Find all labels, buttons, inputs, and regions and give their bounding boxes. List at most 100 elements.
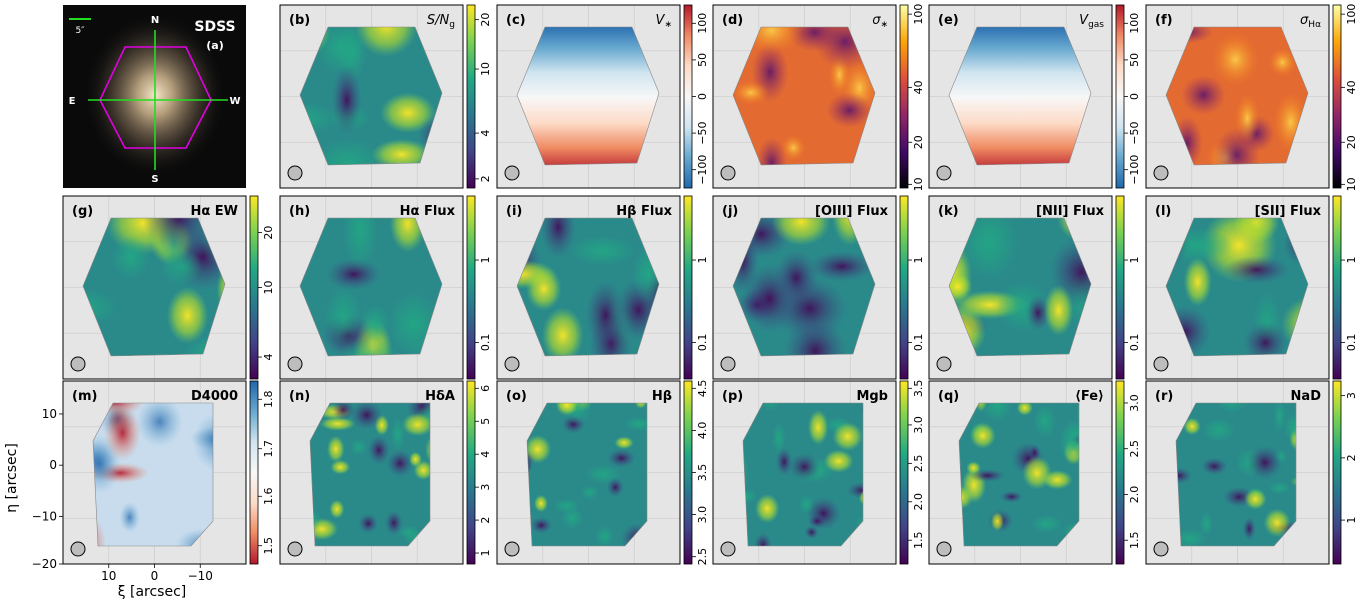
map-outline xyxy=(516,217,660,357)
colorbar-tick-label: −50 xyxy=(1128,121,1141,144)
colorbar-tick-label: 2.5 xyxy=(912,455,925,473)
map-n xyxy=(310,403,430,546)
colorbar-tick-label: −100 xyxy=(696,155,709,185)
map-h xyxy=(300,218,442,356)
panel-h: (h) Hα Flux 1 0.1 xyxy=(279,195,492,380)
colorbar-tick-label: 4.0 xyxy=(696,422,709,440)
panel-title: σHα xyxy=(1300,13,1321,30)
colorbar-tick-label: 4.5 xyxy=(696,380,709,398)
panel-frame xyxy=(1145,4,1330,189)
colorbar xyxy=(1115,195,1125,380)
panel-title: ⟨Fe⟩ xyxy=(1075,389,1104,404)
colorbar-tick-label: 10 xyxy=(262,281,275,295)
colorbar-tick-label: 100 xyxy=(1128,13,1141,34)
colorbar xyxy=(683,4,693,189)
colorbar-tick-label: 2 xyxy=(1345,454,1358,461)
beam-circle xyxy=(936,356,952,372)
map-outline xyxy=(742,402,864,547)
panel-title-text: V xyxy=(1079,13,1089,28)
y-tick-label: −20 xyxy=(32,557,57,571)
beam-circle xyxy=(720,541,736,557)
panel-title: Hβ xyxy=(652,389,672,404)
y-tick-label: 0 xyxy=(49,458,57,472)
beam-circle xyxy=(720,356,736,372)
colorbar-tick-label: 4 xyxy=(479,451,492,458)
panel-title-text: V xyxy=(656,13,666,28)
panel-frame xyxy=(1145,380,1330,565)
panel-title-text: D4000 xyxy=(191,389,238,404)
beam-circle xyxy=(70,356,86,372)
colorbar-tick-label: 40 xyxy=(912,80,925,94)
map-outline xyxy=(299,26,443,166)
panel-title-text: σ xyxy=(1300,13,1309,28)
colorbar-tick-label: 20 xyxy=(1345,135,1358,149)
beam-circle xyxy=(936,541,952,557)
colorbar-tick-label: 3.0 xyxy=(1128,394,1141,412)
panel-frame xyxy=(496,380,681,565)
colorbar-tick-label: 0 xyxy=(1128,93,1141,100)
map-outline xyxy=(948,26,1092,166)
map-outline xyxy=(732,26,876,166)
panel-p: (p) Mgb 3.5 3.0 2.5 2.0 1.5 xyxy=(712,380,925,565)
panel-title-text: Hα Flux xyxy=(400,204,456,219)
panel-title: Hα Flux xyxy=(400,204,456,219)
colorbar xyxy=(1332,380,1342,565)
compass-west: W xyxy=(229,96,240,107)
panel-title-subscript: ∗ xyxy=(880,20,888,30)
panel-q: (q) ⟨Fe⟩ 3.0 2.5 2.0 1.5 xyxy=(928,380,1141,565)
colorbar-tick-label: 50 xyxy=(696,53,709,67)
panel-frame xyxy=(712,4,897,189)
panel-frame xyxy=(279,380,464,565)
beam-circle xyxy=(720,165,736,181)
panel-title: [NII] Flux xyxy=(1036,204,1105,219)
panel-title-text: Hα EW xyxy=(190,204,238,219)
colorbar-tick-label: 10 xyxy=(1345,177,1358,191)
colorbar xyxy=(1332,195,1342,380)
panel-title: [OIII] Flux xyxy=(815,204,889,219)
panel-title-text: [NII] Flux xyxy=(1036,204,1105,219)
panel-frame xyxy=(928,380,1113,565)
panel-title-subscript: gas xyxy=(1088,20,1104,30)
panel-label: (b) xyxy=(289,13,310,28)
colorbar-tick-label: 4 xyxy=(262,354,275,361)
x-axis-label: ξ [arcsec] xyxy=(118,584,187,600)
panel-o: (o) Hβ 4.5 4.0 3.5 3.0 2.5 xyxy=(496,380,709,565)
colorbar-tick-label: 1.6 xyxy=(262,488,275,506)
panel-label: (r) xyxy=(1155,389,1173,404)
panel-title-text: NaD xyxy=(1291,389,1322,404)
colorbar xyxy=(1115,4,1125,189)
panel-k: (k) [NII] Flux 1 0.1 xyxy=(928,195,1141,380)
x-tick-label: −10 xyxy=(188,569,213,583)
colorbar-tick-label: 100 xyxy=(912,4,925,25)
colorbar-tick-label: 10 xyxy=(479,62,492,76)
beam-circle xyxy=(1153,165,1169,181)
panel-d: (d) σ∗ 100 40 20 10 xyxy=(712,4,925,191)
panel-title-subscript: g xyxy=(449,20,455,30)
colorbar-tick-label: 0.1 xyxy=(1345,334,1358,352)
panel-title-text: ⟨Fe⟩ xyxy=(1075,389,1104,404)
colorbar-tick-label: 2.0 xyxy=(912,493,925,511)
beam-circle xyxy=(1153,356,1169,372)
colorbar xyxy=(683,195,693,380)
y-axis-label: η [arcsec] xyxy=(4,443,20,513)
compass-east: E xyxy=(69,96,76,107)
panel-label: (g) xyxy=(72,204,93,219)
colorbar-tick-label: 1.5 xyxy=(912,531,925,549)
map-outline xyxy=(309,402,431,547)
panel-title-text: Hβ xyxy=(652,389,672,404)
panel-title-subscript: Hα xyxy=(1308,20,1321,30)
colorbar-tick-label: 2 xyxy=(479,517,492,524)
beam-circle xyxy=(504,356,520,372)
map-outline xyxy=(1175,402,1297,547)
colorbar-tick-label: 1.8 xyxy=(262,391,275,409)
colorbar-tick-label: 1 xyxy=(912,257,925,264)
colorbar xyxy=(683,380,693,565)
colorbar-tick-label: 100 xyxy=(1345,4,1358,25)
map-outline xyxy=(732,217,876,357)
map-outline xyxy=(1165,217,1309,357)
colorbar xyxy=(899,4,909,189)
colorbar-tick-label: 20 xyxy=(262,226,275,240)
beam-circle xyxy=(287,356,303,372)
panel-title: D4000 xyxy=(191,389,238,404)
colorbar xyxy=(249,380,259,565)
